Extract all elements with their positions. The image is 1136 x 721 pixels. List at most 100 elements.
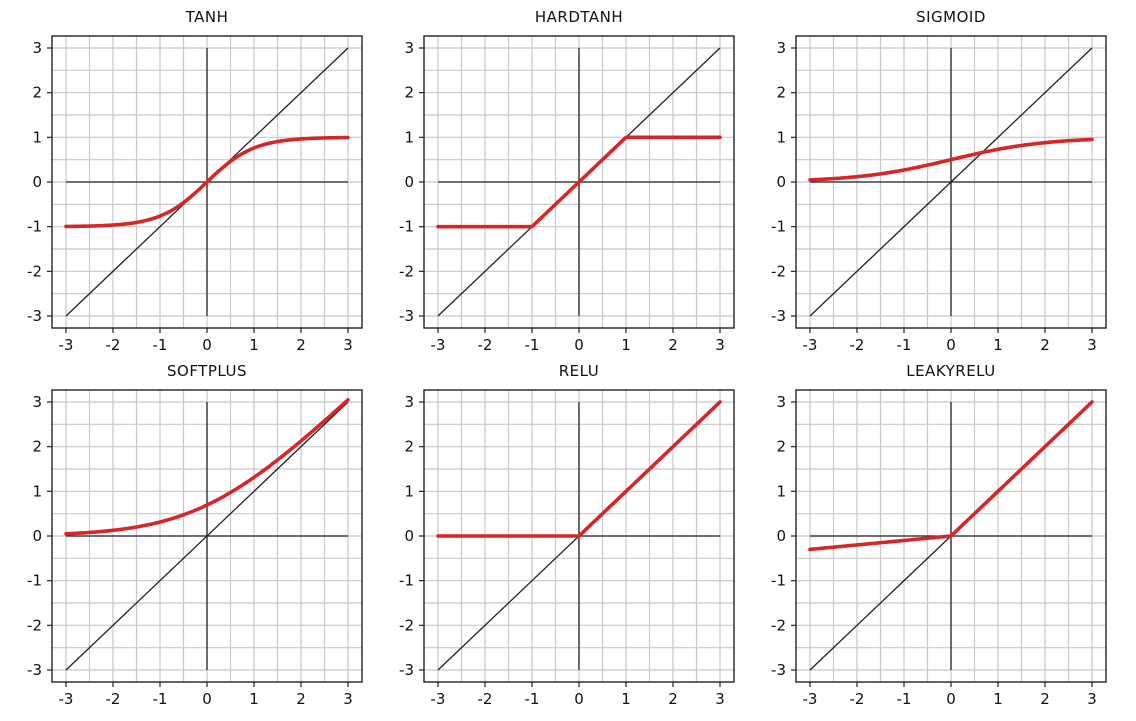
leakyrelu-curve	[808, 400, 1094, 552]
x-tick-label: -1	[897, 336, 912, 354]
y-tick-label: 3	[776, 39, 786, 57]
x-tick-label: 1	[621, 690, 631, 708]
y-tick-label: -3	[771, 307, 786, 325]
y-tick-label: -3	[771, 661, 786, 679]
x-tick-label: 1	[993, 336, 1003, 354]
x-tick-label: -2	[106, 336, 121, 354]
x-tick-label: 0	[574, 690, 584, 708]
x-tick-label: 2	[668, 336, 678, 354]
x-tick-label: 3	[1087, 336, 1097, 354]
y-tick-label: 1	[404, 128, 414, 146]
x-tick-label: 2	[1040, 336, 1050, 354]
y-tick-label: 3	[404, 393, 414, 411]
sigmoid-curve	[808, 137, 1094, 182]
x-tick-label: 0	[202, 336, 212, 354]
y-tick-label: -3	[399, 661, 414, 679]
y-tick-label: 0	[32, 527, 42, 545]
y-tick-label: -2	[771, 262, 786, 280]
y-tick-label: -3	[27, 661, 42, 679]
identity-line	[809, 47, 1093, 317]
x-tick-label: 0	[946, 690, 956, 708]
y-tick-label: 3	[32, 393, 42, 411]
x-tick-label: 3	[715, 690, 725, 708]
x-tick-label: 3	[343, 336, 353, 354]
y-tick-label: -2	[399, 262, 414, 280]
y-tick-label: 3	[404, 39, 414, 57]
panel-relu: RELU -3 -2 -1 0 1 2 3 3 2 1 0 -1 -2 -3	[399, 362, 735, 708]
y-tick-label: 3	[776, 393, 786, 411]
y-tick-label: 2	[776, 84, 786, 102]
y-tick-label: 0	[32, 173, 42, 191]
y-tick-label: 0	[404, 527, 414, 545]
x-tick-label: -3	[431, 336, 446, 354]
x-tick-label: -2	[106, 690, 121, 708]
tanh-curve	[64, 135, 350, 229]
x-tick-label: -2	[478, 690, 493, 708]
panel-title: SIGMOID	[916, 8, 986, 26]
panel-hardtanh: HARDTANH -3 -2 -1 0 1 2 3 3 2 1 0 -1 -2 -3	[399, 8, 735, 354]
x-tick-label: -3	[59, 336, 74, 354]
x-tick-label: 3	[715, 336, 725, 354]
x-tick-label: 0	[946, 336, 956, 354]
softplus-curve	[64, 398, 350, 536]
panel-title: HARDTANH	[535, 8, 623, 26]
x-tick-label: 2	[296, 690, 306, 708]
x-tick-label: -1	[897, 690, 912, 708]
y-tick-label: 1	[776, 128, 786, 146]
y-tick-label: 1	[776, 482, 786, 500]
panel-leakyrelu: LEAKYRELU -3 -2 -1 0 1 2 3 3 2 1 0 -1 -2 -3	[771, 362, 1107, 708]
y-tick-label: -1	[771, 218, 786, 236]
y-tick-label: -1	[27, 218, 42, 236]
x-tick-label: 0	[574, 336, 584, 354]
y-tick-label: 0	[404, 173, 414, 191]
x-tick-label: 1	[621, 336, 631, 354]
x-tick-label: -2	[850, 690, 865, 708]
x-tick-label: -3	[431, 690, 446, 708]
panel-softplus: SOFTPLUS -3 -2 -1 0 1 2 3 3 2 1 0 -1 -2 -3	[27, 362, 363, 708]
y-tick-label: -2	[27, 616, 42, 634]
panel-title: LEAKYRELU	[906, 362, 996, 380]
identity-line	[65, 401, 349, 671]
y-tick-label: 2	[776, 438, 786, 456]
y-tick-label: -2	[399, 616, 414, 634]
x-tick-label: -1	[525, 690, 540, 708]
panel-title: RELU	[559, 362, 600, 380]
y-tick-label: 2	[32, 438, 42, 456]
panel-tanh: TANH -3 -2 -1 0 1 2 3 3 2 1 0 -1 -2 -3	[27, 8, 363, 354]
y-tick-label: 2	[404, 84, 414, 102]
x-tick-label: 2	[296, 336, 306, 354]
y-tick-label: -2	[27, 262, 42, 280]
x-tick-label: 2	[1040, 690, 1050, 708]
x-tick-label: -2	[478, 336, 493, 354]
y-tick-label: 1	[404, 482, 414, 500]
y-tick-label: -1	[399, 218, 414, 236]
x-tick-label: 0	[202, 690, 212, 708]
y-tick-label: -1	[399, 572, 414, 590]
relu-curve	[436, 400, 722, 538]
y-tick-label: 0	[776, 527, 786, 545]
y-tick-label: 3	[32, 39, 42, 57]
y-tick-label: -1	[771, 572, 786, 590]
y-tick-label: -1	[27, 572, 42, 590]
hardtanh-curve	[436, 135, 722, 229]
x-tick-label: 1	[249, 336, 259, 354]
panel-sigmoid: SIGMOID -3 -2 -1 0 1 2 3 3 2 1 0 -1 -2 -3	[771, 8, 1107, 354]
x-tick-label: -1	[153, 690, 168, 708]
x-tick-label: -2	[850, 336, 865, 354]
panel-title: TANH	[185, 8, 229, 26]
x-tick-label: 2	[668, 690, 678, 708]
y-tick-label: 2	[32, 84, 42, 102]
x-tick-label: -3	[59, 690, 74, 708]
x-tick-label: 3	[1087, 690, 1097, 708]
y-tick-label: -3	[27, 307, 42, 325]
panel-title: SOFTPLUS	[167, 362, 247, 380]
y-tick-label: 0	[776, 173, 786, 191]
x-tick-label: -3	[803, 336, 818, 354]
x-tick-label: 1	[249, 690, 259, 708]
y-tick-label: 1	[32, 128, 42, 146]
x-tick-label: 1	[993, 690, 1003, 708]
x-tick-label: 3	[343, 690, 353, 708]
y-tick-label: -2	[771, 616, 786, 634]
x-tick-label: -1	[525, 336, 540, 354]
